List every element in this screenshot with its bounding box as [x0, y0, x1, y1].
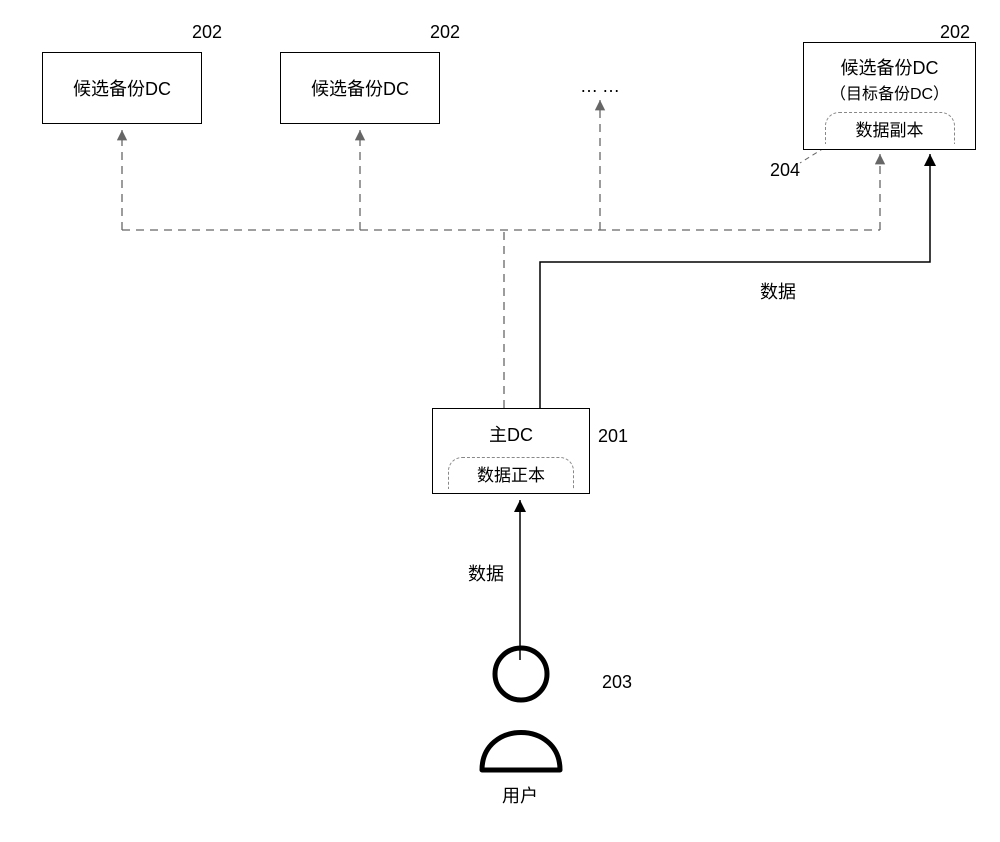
data-label-right: 数据: [760, 278, 796, 304]
ref-202-c: 202: [940, 22, 970, 43]
candidate-dc-target-label2: （目标备份DC）: [830, 80, 949, 104]
ref-203: 203: [602, 672, 632, 693]
user-icon: [466, 636, 576, 781]
ref-202-a: 202: [192, 22, 222, 43]
candidate-dc-target-label1: 候选备份DC: [841, 54, 939, 80]
candidate-dc-2-label: 候选备份DC: [311, 75, 409, 101]
candidate-dc-1-label: 候选备份DC: [73, 75, 171, 101]
user-label: 用户: [502, 782, 538, 808]
main-dc: 主DC 数据正本: [432, 408, 590, 494]
data-original-label: 数据正本: [477, 466, 545, 485]
data-label-bottom: 数据: [468, 560, 504, 586]
ref-202-b: 202: [430, 22, 460, 43]
main-dc-label: 主DC: [489, 421, 533, 447]
candidate-dc-2: 候选备份DC: [280, 52, 440, 124]
data-copy-box: 数据副本: [825, 112, 955, 144]
data-copy-label: 数据副本: [856, 121, 924, 140]
candidate-dc-target: 候选备份DC （目标备份DC） 数据副本: [803, 42, 976, 150]
ref-204: 204: [770, 160, 800, 181]
ref-201: 201: [598, 426, 628, 447]
ellipsis: ……: [580, 76, 624, 97]
data-original-box: 数据正本: [448, 457, 574, 489]
candidate-dc-1: 候选备份DC: [42, 52, 202, 124]
